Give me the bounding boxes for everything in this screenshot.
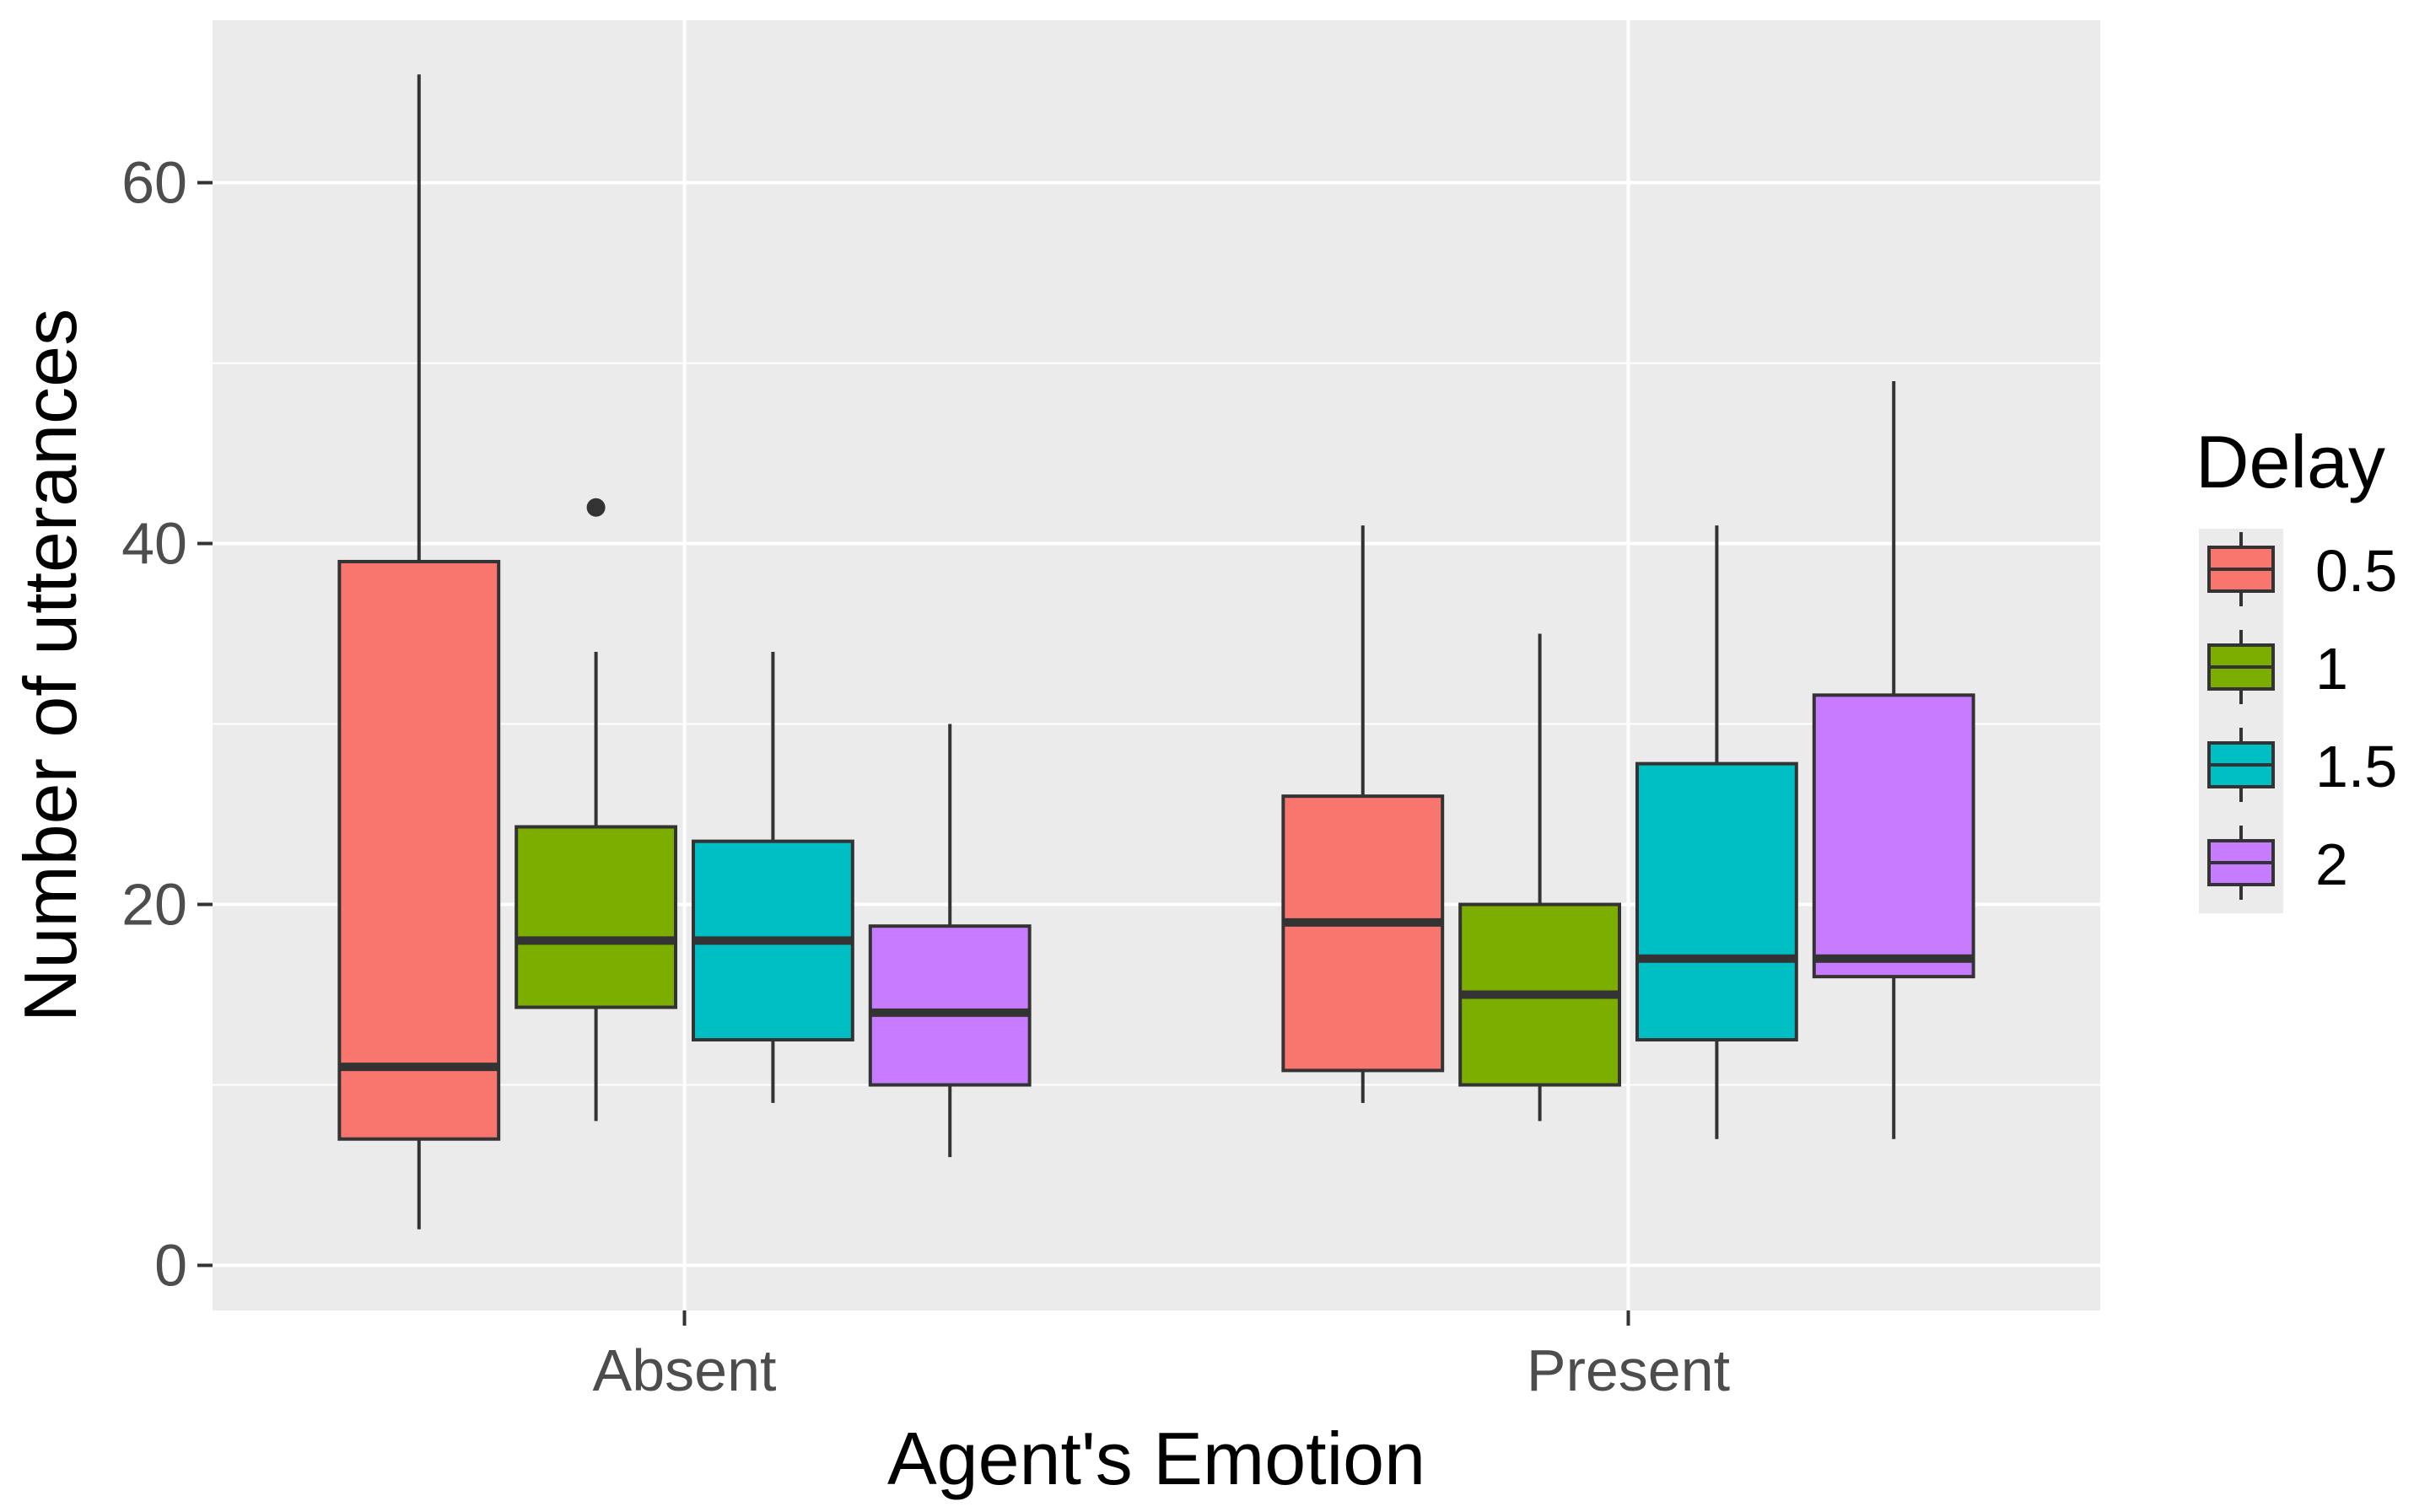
legend-title: Delay <box>2196 420 2385 503</box>
y-tick-label: 60 <box>121 150 187 216</box>
outlier-point <box>586 498 606 517</box>
x-tick-label: Present <box>1527 1337 1730 1403</box>
boxes <box>337 74 1975 1230</box>
y-tick-label: 20 <box>121 872 187 938</box>
y-tick-label: 0 <box>154 1233 187 1299</box>
plot-panel <box>213 20 2100 1310</box>
legend-label: 1.5 <box>2315 734 2397 799</box>
legend-label: 2 <box>2315 831 2348 897</box>
grid-major <box>213 20 2100 1310</box>
box-0.5-absent <box>337 559 501 1141</box>
box-1-absent <box>515 825 678 1009</box>
x-axis: Absent Present <box>593 1310 1730 1403</box>
y-tick-label: 40 <box>121 511 187 577</box>
box-1.5-present <box>1635 761 1798 1042</box>
box-2-present <box>1812 693 1975 979</box>
y-axis: 0 20 40 60 <box>121 150 213 1299</box>
y-axis-title: Number of utterances <box>8 309 92 1022</box>
box-0.5-present <box>1281 794 1445 1073</box>
box-2-absent <box>868 924 1032 1087</box>
legend-label: 0.5 <box>2315 538 2397 604</box>
x-tick-label: Absent <box>593 1337 777 1403</box>
legend-label: 1 <box>2315 636 2348 702</box>
legend: Delay 0.5 1 1.5 2 <box>2196 420 2397 913</box>
grid-minor <box>213 362 2100 1086</box>
x-axis-title: Agent's Emotion <box>887 1417 1425 1500</box>
